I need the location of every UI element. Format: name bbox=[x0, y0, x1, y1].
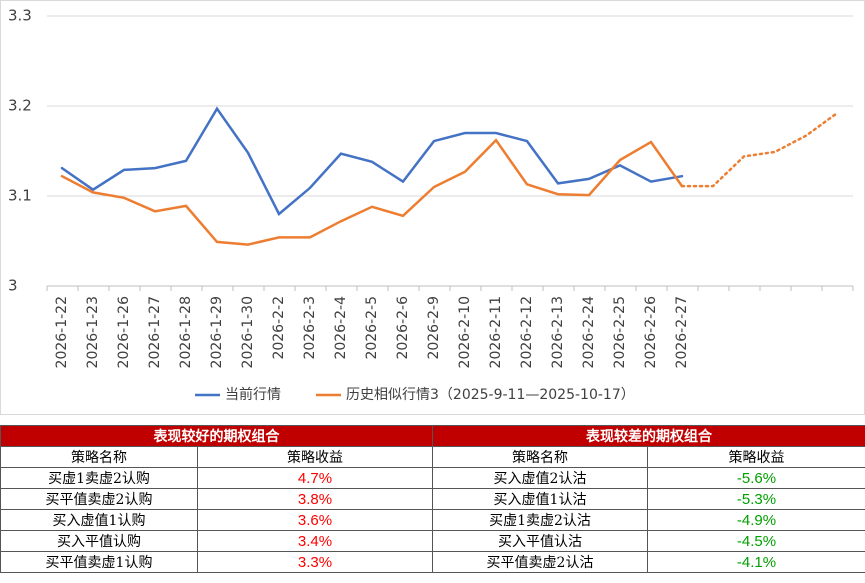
return-cell: 3.6% bbox=[197, 509, 433, 531]
x-tick-label: 2026-2-26 bbox=[643, 296, 659, 369]
x-tick-label: 2026-2-27 bbox=[674, 296, 690, 368]
x-tick-label: 2026-1-30 bbox=[240, 296, 256, 368]
strategy-cell: 买平值卖虚1认购 bbox=[0, 551, 198, 573]
return-cell: 3.3% bbox=[197, 551, 433, 573]
x-tick-label: 2026-2-6 bbox=[395, 296, 411, 360]
x-tick-label: 2026-2-11 bbox=[488, 296, 504, 368]
x-tick-label: 2026-1-28 bbox=[178, 296, 194, 368]
x-tick-label: 2026-1-22 bbox=[54, 296, 70, 368]
x-tick-label: 2026-2-24 bbox=[581, 296, 597, 369]
x-tick-label: 2026-2-2 bbox=[271, 296, 287, 360]
strategy-cell: 买入虚值2认沽 bbox=[432, 467, 648, 489]
return-cell: -4.9% bbox=[647, 509, 865, 531]
series-line bbox=[60, 138, 684, 246]
series-line bbox=[60, 106, 684, 216]
x-tick-label: 2026-2-13 bbox=[550, 296, 566, 368]
x-tick-label: 2026-2-9 bbox=[426, 296, 442, 360]
x-tick-label: 2026-1-27 bbox=[147, 296, 163, 368]
y-tick-label: 3.2 bbox=[8, 97, 32, 115]
strategy-cell: 买入虚值1认购 bbox=[0, 509, 198, 531]
return-cell: -4.5% bbox=[647, 530, 865, 552]
x-tick-label: 2026-2-25 bbox=[612, 296, 628, 368]
x-tick-label: 2026-2-12 bbox=[519, 296, 535, 368]
x-tick-label: 2026-1-26 bbox=[116, 296, 132, 369]
chart: 3 3.1 3.2 3.3 2026-1-22 2026-1-23 2026-1-26 202… bbox=[0, 0, 865, 415]
legend-label: 历史相似行情3（2025-9-11—2025-10-17） bbox=[346, 387, 635, 403]
x-tick-label: 2026-2-3 bbox=[302, 296, 318, 360]
return-cell: -5.6% bbox=[647, 467, 865, 489]
x-tick-label: 2026-2-10 bbox=[457, 296, 473, 368]
strategy-cell: 买平值卖虚2认沽 bbox=[432, 551, 648, 573]
options-table: 表现较好的期权组合 表现较差的期权组合 策略名称 策略收益 策略名称 策略收益 买虚1卖虚2… bbox=[0, 425, 865, 573]
y-tick-label: 3.1 bbox=[8, 187, 32, 205]
x-tick-label: 2026-2-5 bbox=[364, 296, 380, 360]
strategy-cell: 买入平值认购 bbox=[0, 530, 198, 552]
series-line bbox=[680, 111, 839, 188]
return-cell: 4.7% bbox=[197, 467, 433, 489]
legend-label: 当前行情 bbox=[225, 386, 281, 403]
y-tick-label: 3 bbox=[8, 277, 18, 295]
column-header: 策略名称 bbox=[0, 446, 198, 468]
x-tick-label: 2026-1-23 bbox=[85, 296, 101, 368]
column-header: 策略名称 bbox=[432, 446, 648, 468]
group-header: 表现较好的期权组合 bbox=[0, 425, 433, 447]
group-header: 表现较差的期权组合 bbox=[432, 425, 865, 447]
x-tick-label: 2026-1-29 bbox=[209, 296, 225, 368]
strategy-cell: 买入虚值1认沽 bbox=[432, 488, 648, 510]
return-cell: -4.1% bbox=[647, 551, 865, 573]
return-cell: 3.4% bbox=[197, 530, 433, 552]
strategy-cell: 买入平值认沽 bbox=[432, 530, 648, 552]
x-tick-label: 2026-2-4 bbox=[333, 296, 349, 360]
y-tick-label: 3.3 bbox=[8, 7, 32, 25]
strategy-cell: 买虚1卖虚2认购 bbox=[0, 467, 198, 489]
strategy-cell: 买平值卖虚2认购 bbox=[0, 488, 198, 510]
return-cell: -5.3% bbox=[647, 488, 865, 510]
column-header: 策略收益 bbox=[197, 446, 433, 468]
return-cell: 3.8% bbox=[197, 488, 433, 510]
column-header: 策略收益 bbox=[647, 446, 865, 468]
strategy-cell: 买虚1卖虚2认沽 bbox=[432, 509, 648, 531]
